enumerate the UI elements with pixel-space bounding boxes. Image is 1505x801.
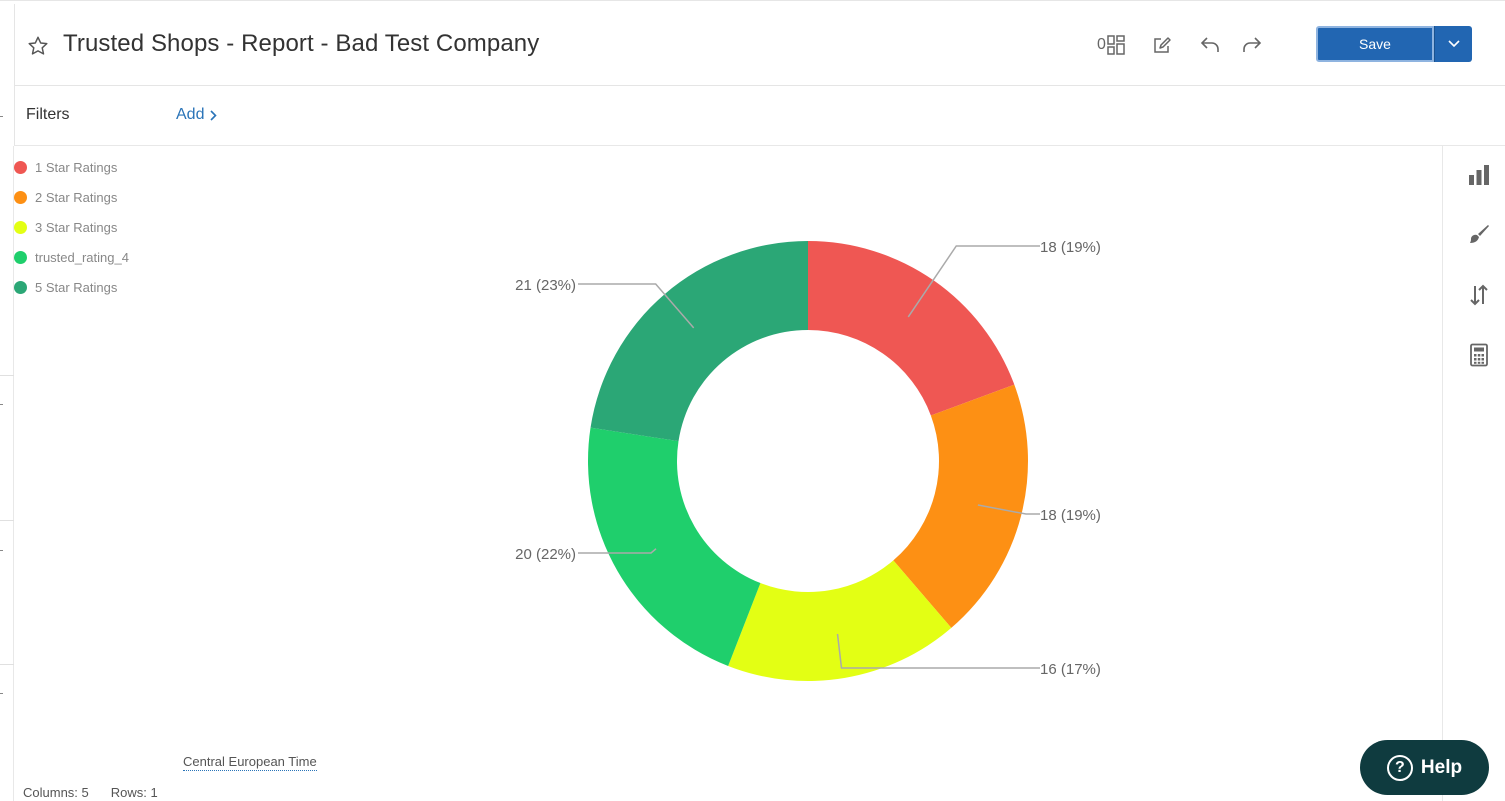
legend-label: 1 Star Ratings bbox=[35, 159, 118, 175]
page-title: Trusted Shops - Report - Bad Test Compan… bbox=[63, 30, 540, 57]
panel-marker bbox=[0, 550, 3, 551]
star-icon[interactable] bbox=[27, 35, 49, 57]
data-label-leader bbox=[578, 283, 695, 329]
edit-button[interactable] bbox=[1152, 32, 1172, 58]
redo-icon bbox=[1243, 37, 1262, 52]
panel-marker bbox=[0, 693, 3, 694]
sort-icon[interactable] bbox=[1467, 283, 1491, 307]
save-button-group: Save bbox=[1316, 26, 1472, 62]
slice-2-star[interactable] bbox=[893, 384, 1028, 628]
dashboard-layout-button[interactable]: 0 bbox=[1097, 32, 1125, 58]
legend-swatch bbox=[14, 220, 27, 234]
columns-count: Columns: 5 bbox=[23, 785, 89, 800]
timezone-link[interactable]: Central European Time bbox=[183, 754, 317, 771]
legend-label: 3 Star Ratings bbox=[35, 219, 118, 235]
legend-item-4-star[interactable]: trusted_rating_4 bbox=[14, 242, 129, 272]
chart-legend: 1 Star Ratings 2 Star Ratings 3 Star Rat… bbox=[14, 152, 129, 302]
data-label-leader bbox=[578, 548, 657, 554]
panel-marker bbox=[0, 116, 3, 117]
save-options-dropdown[interactable] bbox=[1434, 26, 1472, 62]
right-tool-panel bbox=[1442, 146, 1505, 801]
filters-label: Filters bbox=[26, 106, 70, 123]
legend-swatch bbox=[14, 250, 27, 264]
slice-3-star[interactable] bbox=[728, 560, 952, 681]
chevron-right-icon bbox=[210, 109, 218, 121]
redo-button[interactable] bbox=[1242, 32, 1264, 58]
data-label-leader bbox=[907, 245, 1040, 318]
panel-marker bbox=[0, 404, 3, 405]
slice-5-star[interactable] bbox=[590, 241, 808, 442]
legend-label: 5 Star Ratings bbox=[35, 279, 118, 295]
panel-divider bbox=[0, 375, 14, 376]
data-label-5-star: 21 (23%) bbox=[515, 277, 576, 294]
chevron-down-icon bbox=[1447, 40, 1460, 48]
legend-swatch bbox=[14, 160, 27, 174]
undo-button[interactable] bbox=[1198, 32, 1220, 58]
rows-count: Rows: 1 bbox=[110, 785, 158, 800]
save-button[interactable]: Save bbox=[1316, 26, 1434, 62]
data-label-3-star: 16 (17%) bbox=[1040, 661, 1101, 678]
report-header: Trusted Shops - Report - Bad Test Compan… bbox=[14, 4, 1505, 86]
legend-swatch bbox=[14, 280, 27, 294]
add-filter-link[interactable]: Add bbox=[176, 106, 218, 124]
slice-1-star[interactable] bbox=[808, 241, 1015, 416]
dashboard-layout-icon bbox=[1107, 35, 1125, 55]
top-border bbox=[0, 0, 1505, 1]
legend-item-3-star[interactable]: 3 Star Ratings bbox=[14, 212, 129, 242]
legend-item-2-star[interactable]: 2 Star Ratings bbox=[14, 182, 129, 212]
legend-item-1-star[interactable]: 1 Star Ratings bbox=[14, 152, 129, 182]
legend-label: 2 Star Ratings bbox=[35, 189, 118, 205]
calculator-icon[interactable] bbox=[1467, 343, 1491, 367]
data-label-4-star: 20 (22%) bbox=[515, 546, 576, 563]
panel-divider bbox=[0, 520, 14, 521]
add-filter-label: Add bbox=[176, 106, 205, 123]
slice-4-star[interactable] bbox=[588, 427, 761, 666]
data-label-1-star: 18 (19%) bbox=[1040, 239, 1101, 256]
legend-swatch bbox=[14, 190, 27, 204]
help-label: Help bbox=[1420, 756, 1463, 778]
data-label-leader bbox=[977, 504, 1040, 515]
undo-icon bbox=[1200, 37, 1219, 52]
help-icon: ? bbox=[1386, 754, 1413, 781]
bar-chart-icon[interactable] bbox=[1467, 163, 1491, 187]
widget-count: 0 bbox=[1097, 36, 1106, 53]
paint-brush-icon[interactable] bbox=[1467, 223, 1491, 247]
data-label-leader bbox=[836, 633, 1040, 669]
legend-item-5-star[interactable]: 5 Star Ratings bbox=[14, 272, 129, 302]
panel-divider bbox=[0, 664, 14, 665]
edit-icon bbox=[1154, 37, 1171, 53]
legend-label: trusted_rating_4 bbox=[35, 249, 129, 265]
left-collapsed-panel bbox=[0, 116, 14, 801]
help-button[interactable]: ? Help bbox=[1360, 740, 1489, 795]
result-stats: Columns: 5 Rows: 1 bbox=[23, 785, 158, 800]
filters-bar: Filters Add bbox=[14, 86, 1505, 146]
data-label-2-star: 18 (19%) bbox=[1040, 507, 1101, 524]
